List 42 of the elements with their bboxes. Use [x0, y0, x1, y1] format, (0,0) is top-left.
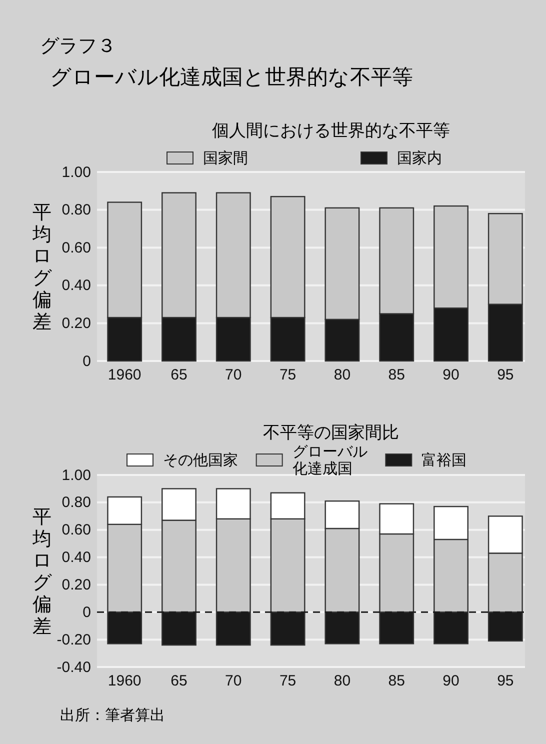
x-tick-label: 1960: [108, 672, 142, 690]
y-tick-label: 0.20: [62, 315, 91, 332]
legend-label: その他国家: [163, 451, 238, 469]
y-tick-label: 0.40: [62, 549, 91, 566]
legend-label: 国家内: [397, 149, 442, 167]
y-tick-label: 0.40: [62, 277, 91, 294]
y-tick-label: 0.60: [62, 239, 91, 256]
text: グローバル化達成国と世界的な不平等: [50, 65, 413, 89]
x-tick-label: 65: [170, 672, 188, 690]
y-axis-title: 平均ログ偏差: [32, 506, 52, 638]
y-tick-label: 0.80: [62, 494, 91, 512]
text: 出所：筆者算出: [60, 706, 165, 724]
y-tick-label: 0: [82, 352, 91, 370]
x-tick-label: 75: [279, 366, 296, 384]
x-tick-label: 85: [388, 672, 405, 690]
legend-label: グローバル化達成国: [292, 442, 368, 478]
x-tick-label: 70: [225, 672, 242, 690]
y-tick-label: 0.60: [62, 522, 91, 539]
x-tick-label: 75: [279, 672, 296, 690]
chart-title: 個人間における世界的な不平等: [212, 121, 450, 141]
y-tick-label: 0: [82, 604, 91, 621]
x-tick-label: 70: [225, 366, 242, 384]
x-tick-label: 90: [442, 366, 460, 384]
x-tick-label: 85: [388, 366, 405, 384]
legend-label: 富裕国: [422, 451, 467, 469]
y-tick-label: -0.20: [56, 631, 91, 648]
x-tick-label: 80: [334, 672, 351, 690]
y-axis-title: 平均ログ偏差: [32, 202, 52, 333]
y-tick-label: 0.20: [62, 576, 91, 594]
y-tick-label: 1.00: [62, 466, 91, 484]
text: グラフ３: [40, 35, 116, 57]
x-tick-label: 95: [497, 366, 514, 384]
x-tick-label: 1960: [108, 366, 142, 384]
x-tick-label: 90: [442, 672, 460, 690]
y-tick-label: -0.40: [56, 658, 91, 676]
x-tick-label: 65: [170, 366, 188, 384]
chart-title: 不平等の国家間比: [263, 423, 399, 443]
legend-label: 国家間: [203, 149, 248, 167]
y-tick-label: 1.00: [62, 164, 91, 181]
x-tick-label: 80: [334, 366, 351, 384]
x-tick-label: 95: [497, 672, 514, 690]
y-tick-label: 0.80: [62, 202, 91, 219]
